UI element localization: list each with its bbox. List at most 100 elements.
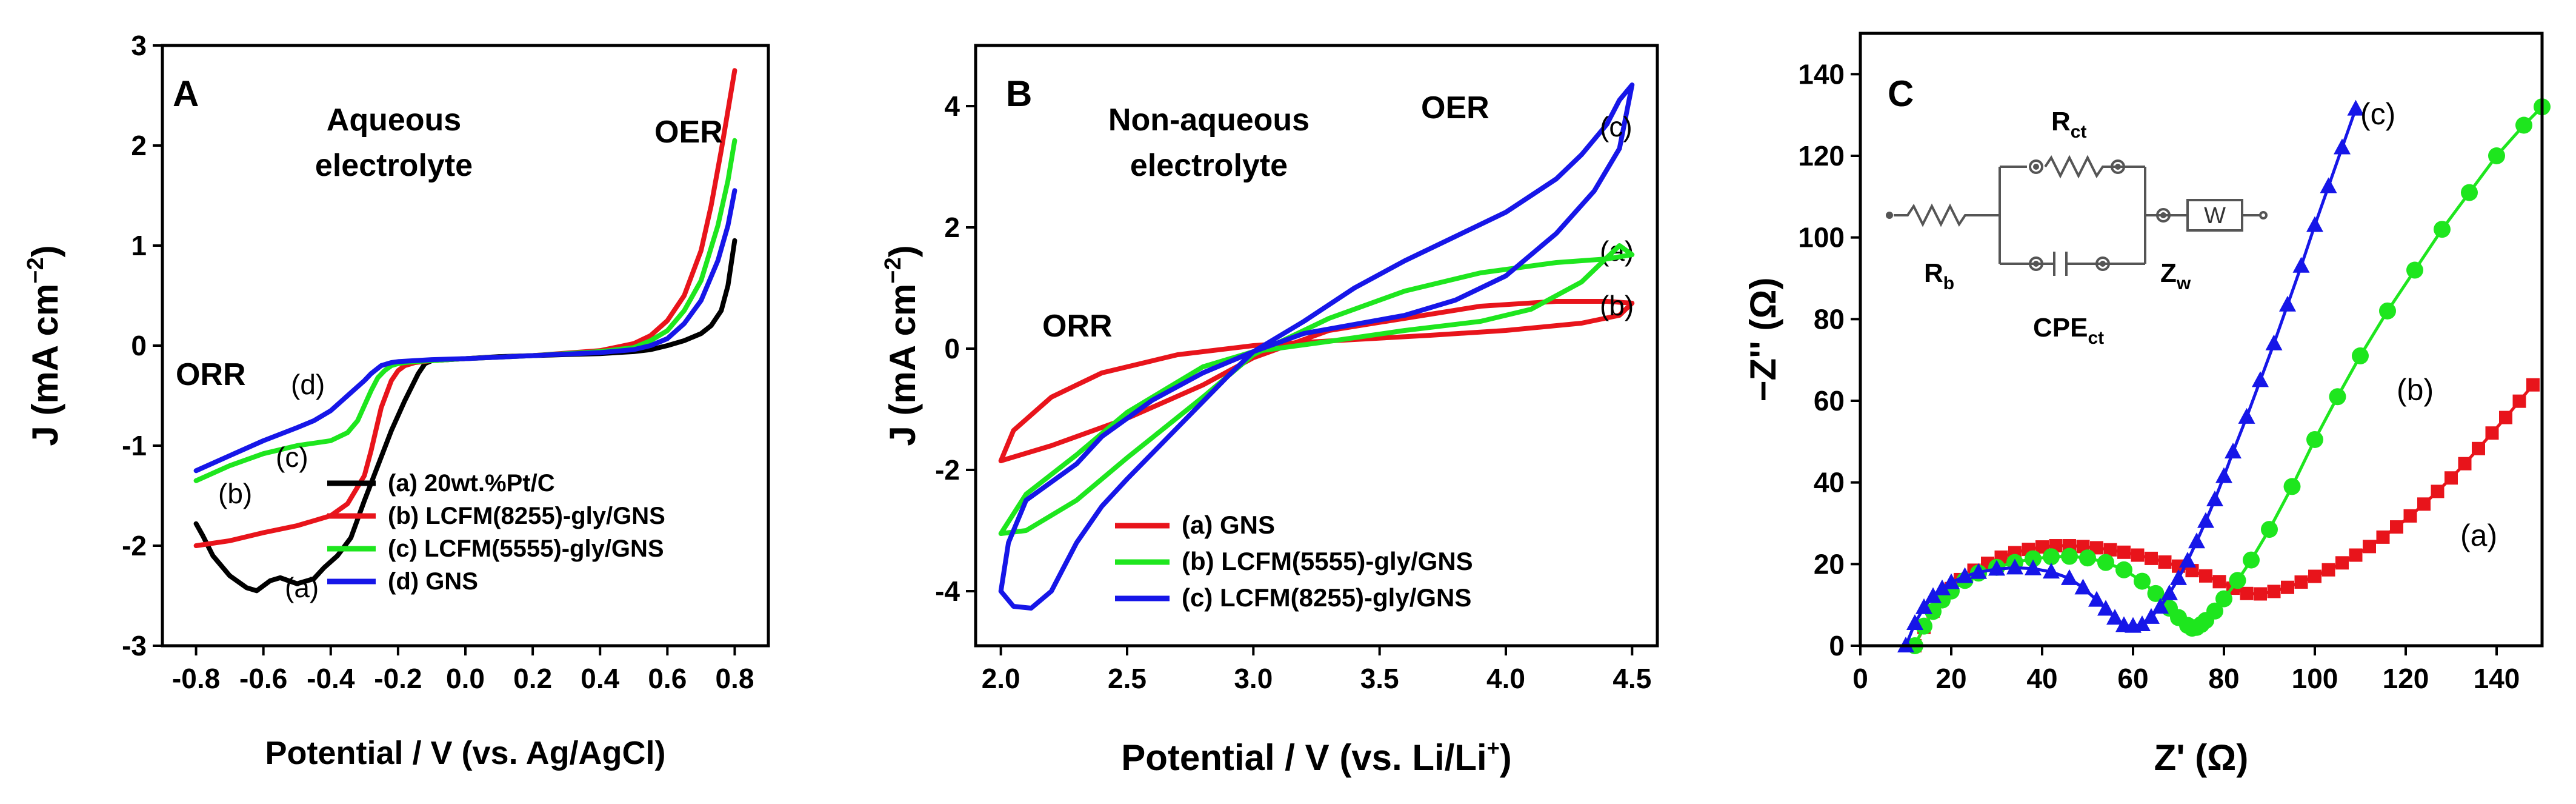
panel-c-x-tick-label: 60	[2117, 663, 2148, 694]
panel-b-legend-label-c: (c) LCFM(8255)-gly/GNS	[1182, 583, 1471, 612]
panel-c-series-a-point	[2431, 484, 2445, 498]
panel-b-x-tick-label: 2.0	[982, 663, 1020, 694]
panel-c-y-tick-label: 100	[1798, 222, 1845, 253]
circuit-w-box-label: W	[2204, 203, 2226, 229]
panel-c-series-c-point	[1956, 567, 1974, 583]
panel-c-series-b-point	[2434, 221, 2451, 238]
panel-c-series-b-tag: (b)	[2397, 373, 2434, 407]
panel-c-series-b-point	[2488, 147, 2505, 164]
panel-c-x-axis-label: Z' (Ω)	[2154, 737, 2249, 778]
panel-a-y-tick-label: 1	[131, 230, 147, 261]
circuit-node-dot	[2115, 164, 2121, 170]
panel-c-series-a-point	[2199, 569, 2212, 583]
circuit-rb-main: R	[1924, 258, 1943, 288]
panel-c-plot-area: 0 20 40 60 80 100 120 140 0 20 40 60 80 100 120 140 Z' (…	[1743, 58, 2551, 778]
panel-c-series-a-point	[2485, 426, 2499, 440]
panel-b-oer-label: OER	[1421, 90, 1489, 126]
panel-c-series-c-point	[2292, 256, 2310, 273]
panel-c-series-c-point	[2088, 591, 2105, 607]
panel-a-x-tick-label: 0.2	[513, 663, 552, 694]
panel-a-x-tick-label: 0.8	[715, 663, 754, 694]
panel-a-x-tick-label: -0.8	[172, 663, 220, 694]
panel-a-orr-label: ORR	[176, 357, 246, 392]
panel-c-series-c-point	[2143, 608, 2160, 624]
circuit-rct-label: Rct	[2051, 107, 2086, 142]
panel-c-series-a-tag: (a)	[2460, 518, 2497, 552]
circuit-node	[2156, 208, 2171, 223]
panel-c-series-a-point	[2403, 509, 2417, 523]
panel-a-letter: A	[173, 73, 199, 114]
panel-c-series-b-point	[2229, 572, 2246, 589]
panel-b-frame	[974, 44, 1659, 648]
circuit-cpe-capacitor	[2000, 252, 2145, 276]
panel-c-series-b-point	[2261, 521, 2278, 538]
panel-b-y-axis-label-sup: −2	[880, 257, 906, 283]
panel-c-series-a-point	[2254, 587, 2267, 601]
panel-c-y-tick-label: 80	[1814, 303, 1845, 335]
panel-b-orr-label: ORR	[1042, 309, 1113, 344]
panel-c-series-b-point	[2025, 550, 2042, 568]
panel-c-series-a-point	[2335, 556, 2349, 570]
circuit-node-dot	[2033, 261, 2039, 267]
panel-c-y-tick-label: 140	[1798, 58, 1845, 90]
panel-c-series-c-point	[2279, 295, 2296, 312]
panel-c-series-a-point	[2294, 575, 2308, 589]
panel-c-series-c-point	[2238, 407, 2255, 424]
circuit-node-dot	[2100, 261, 2106, 267]
panel-c-x-tick-label: 100	[2292, 663, 2338, 694]
panel-c-series-a-point	[2417, 497, 2431, 511]
panel-c-x-tick-label: 20	[1935, 663, 1966, 694]
panel-c-series-c-point	[1934, 579, 1951, 595]
panel-a-y-tick-label: -1	[122, 430, 147, 461]
panel-c-series-a-point	[2499, 410, 2512, 424]
panel-c-series-c-point	[2179, 551, 2196, 568]
panel-c-series-a-point	[2035, 540, 2049, 554]
panel-c-x-tick-label: 40	[2026, 663, 2057, 694]
panel-b-series-c-tag: (c)	[1600, 111, 1632, 142]
panel-b-x-tick-label: 3.5	[1360, 663, 1399, 694]
panel-c-series-c-point	[2043, 563, 2060, 579]
panel-c-series-c-point	[1943, 573, 1960, 589]
panel-b-y-tick-label: 4	[944, 90, 960, 122]
circuit-output-terminal	[2259, 211, 2268, 219]
panel-c-series-b-point	[2379, 302, 2396, 320]
panel-a-legend-label-d: (d) GNS	[388, 568, 478, 595]
panel-c-x-tick-label: 120	[2383, 663, 2429, 694]
panel-b: 2.0 2.5 3.0 3.5 4.0 4.5 -4 -2 0 2 4 Potential / V (…	[880, 44, 1659, 778]
panel-c-series-a-point	[2363, 540, 2376, 554]
circuit-rb-label: Rb	[1924, 258, 1954, 293]
panel-c-series-a-point	[2458, 457, 2472, 471]
panel-b-y-tick-label: 0	[944, 333, 960, 364]
panel-c-series-a-point	[2308, 569, 2321, 583]
panel-c-series-c-point	[2320, 177, 2337, 193]
panel-b-letter: B	[1006, 73, 1032, 114]
panel-a-legend-label-b: (b) LCFM(8255)-gly/GNS	[388, 503, 665, 529]
panel-c-series-c-point	[2197, 512, 2214, 528]
panel-c-series-a-point	[2090, 541, 2103, 555]
panel-a-x-tick-label: 0.0	[446, 663, 485, 694]
panel-c-series-b-point	[2043, 548, 2060, 566]
panel-b-series-c-line	[998, 82, 1635, 611]
panel-a-y-tick-label: -3	[122, 630, 147, 662]
circuit-node-dot	[2033, 164, 2039, 170]
panel-c-series-c-point	[2061, 569, 2078, 585]
panel-c-y-tick-label: 120	[1798, 140, 1845, 172]
panel-c-series-c-point	[2134, 615, 2151, 631]
panel-c-series-b-point	[2515, 116, 2532, 134]
panel-a-x-tick-label: -0.4	[307, 663, 355, 694]
panel-c-series-a-point	[2349, 548, 2363, 562]
circuit-rct-main: R	[2051, 107, 2071, 136]
panel-c-series-a-point	[2103, 543, 2117, 557]
circuit-node	[2111, 159, 2125, 174]
panel-a-title-line1: Aqueous	[327, 102, 461, 138]
panel-a-series-a-line	[193, 238, 737, 594]
panel-c-series-c-point	[2074, 578, 2092, 595]
panel-a-series-d-line	[193, 188, 737, 474]
panel-a-legend-label-c: (c) LCFM(5555)-gly/GNS	[388, 535, 664, 562]
panel-a-series-b-tag: (b)	[218, 478, 252, 509]
panel-c-series-c-point	[2170, 569, 2187, 585]
circuit-node	[2095, 256, 2110, 271]
panel-b-legend-label-b: (b) LCFM(5555)-gly/GNS	[1182, 547, 1473, 575]
panel-a-x-tick-label: 0.4	[581, 663, 619, 694]
